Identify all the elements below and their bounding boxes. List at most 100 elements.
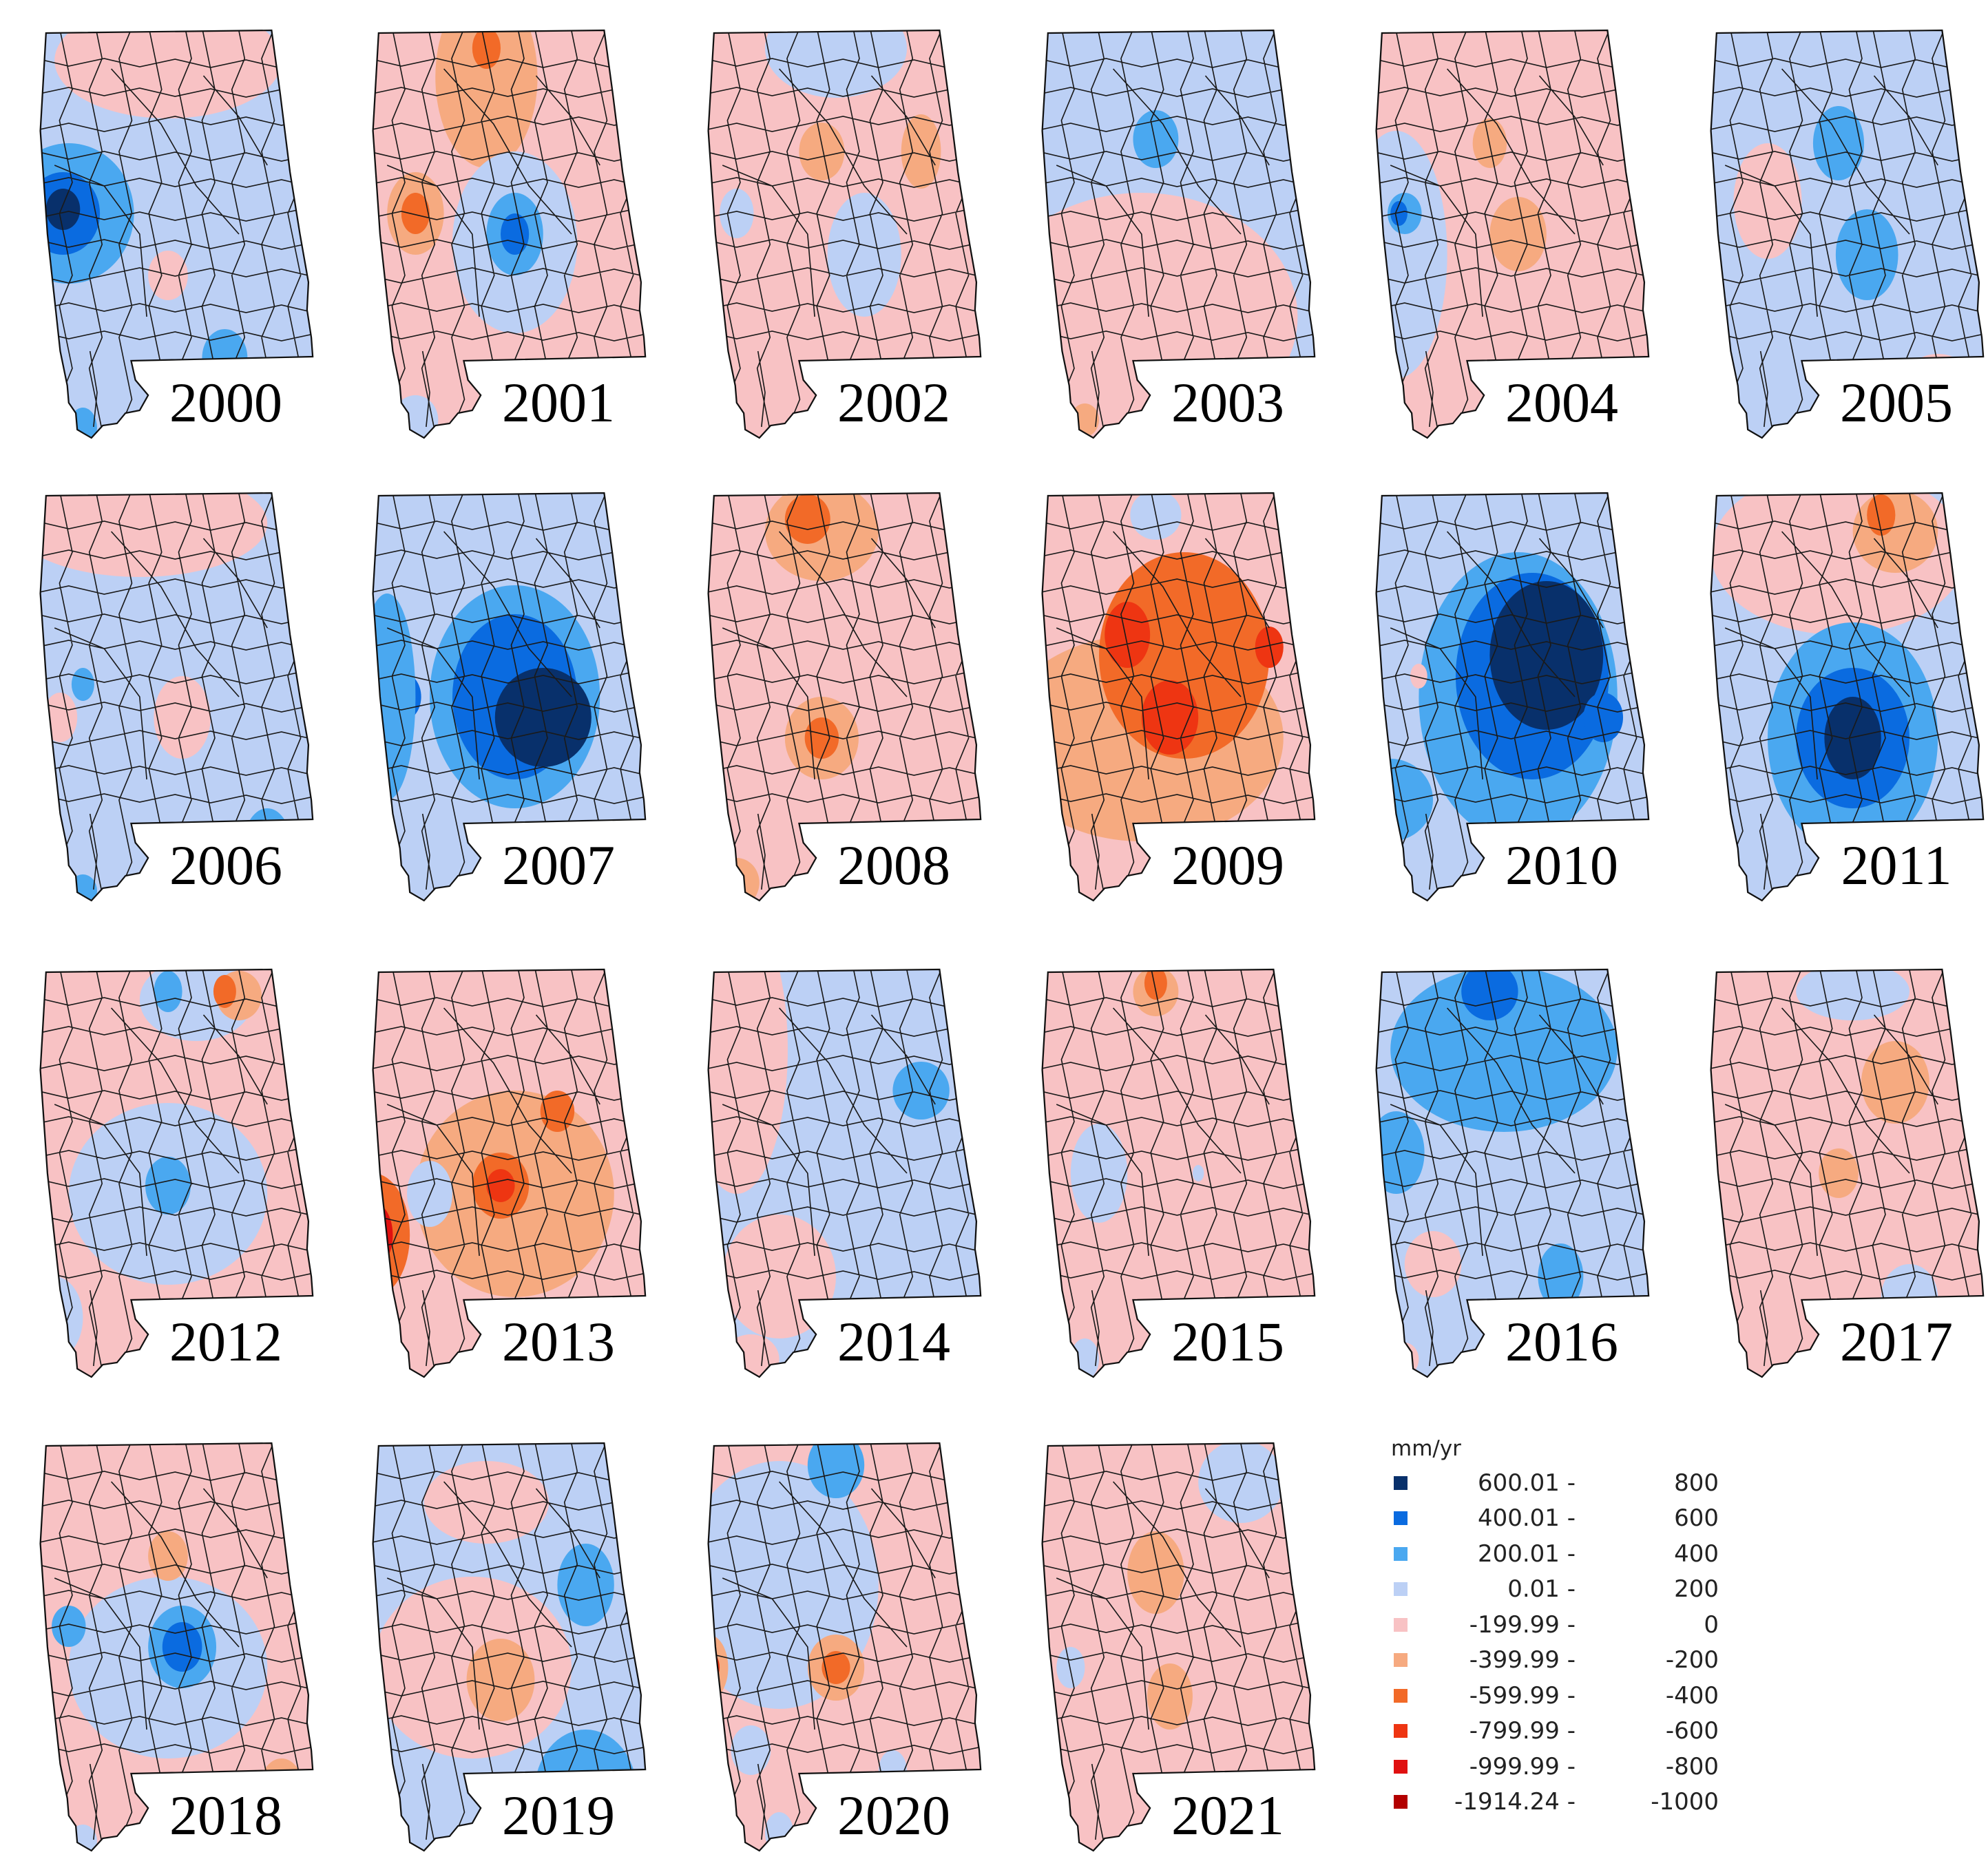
anomaly-zone <box>1144 969 1167 1000</box>
county-lines <box>373 969 646 1370</box>
legend-swatch <box>1394 1759 1408 1774</box>
anomaly-zone <box>1819 1148 1859 1198</box>
county-lines <box>1710 969 1984 1370</box>
legend-swatch <box>1394 1475 1408 1490</box>
anomaly-zone <box>1376 131 1447 379</box>
county-lines <box>708 30 981 431</box>
legend-entry: -999.99 - -800 <box>1391 1749 1818 1785</box>
legend-entry: 600.01 - 800 <box>1391 1465 1818 1501</box>
anomaly-zone <box>1812 106 1865 180</box>
anomaly-zone <box>40 1277 83 1359</box>
year-label: 2006 <box>169 834 282 896</box>
anomaly-zone <box>557 1544 614 1626</box>
map-2011 <box>1710 492 1985 902</box>
anomaly-zone <box>1390 201 1408 226</box>
legend-swatch <box>1394 1617 1408 1632</box>
map-2016 <box>1375 968 1650 1378</box>
anomaly-zone <box>1852 493 1938 573</box>
legend-swatch <box>1394 1724 1408 1738</box>
anomaly-zone <box>68 874 97 901</box>
legend-max: 200 <box>1674 1575 1719 1604</box>
legend-max: 600 <box>1674 1504 1719 1533</box>
county-lines <box>40 30 313 431</box>
county-lines <box>40 969 313 1370</box>
anomaly-zone <box>162 1622 202 1672</box>
map-2007 <box>372 492 647 902</box>
state-outline <box>1041 492 1316 902</box>
year-label: 2000 <box>169 371 282 434</box>
legend-min: 200.01 - <box>1477 1540 1576 1568</box>
year-label: 2020 <box>837 1784 950 1847</box>
anomaly-zone <box>1070 1124 1128 1223</box>
state-outline <box>1710 29 1985 439</box>
anomaly-zone <box>1867 494 1896 536</box>
anomaly-zone <box>731 1725 771 1775</box>
legend-max: 400 <box>1674 1540 1719 1568</box>
state-outline <box>1375 29 1650 439</box>
anomaly-zone <box>423 1461 550 1544</box>
state-outline <box>372 492 647 902</box>
year-label: 2002 <box>837 371 950 434</box>
county-lines <box>1042 969 1315 1370</box>
anomaly-zone <box>1835 209 1898 300</box>
legend-swatch <box>1394 1653 1408 1668</box>
legend-min: -799.99 - <box>1469 1717 1576 1745</box>
county-lines <box>373 493 646 894</box>
anomaly-zone <box>1070 1338 1099 1377</box>
state-outline <box>39 968 314 1378</box>
year-label: 2016 <box>1505 1310 1618 1373</box>
map-2012 <box>39 968 314 1378</box>
county-lines <box>1042 493 1315 894</box>
anomaly-zone <box>720 189 754 238</box>
state-outline <box>39 29 314 439</box>
year-label: 2005 <box>1840 371 1953 434</box>
state-outline <box>1375 968 1650 1378</box>
year-label: 2018 <box>169 1784 282 1847</box>
anomaly-zone <box>68 1825 97 1851</box>
anomaly-zone <box>373 1173 410 1297</box>
anomaly-zone <box>466 1639 535 1721</box>
anomaly-zone <box>901 114 941 189</box>
year-label: 2004 <box>1505 371 1618 434</box>
anomaly-zone <box>827 193 901 317</box>
anomaly-zone <box>1376 759 1433 841</box>
anomaly-zone <box>1099 552 1270 759</box>
anomaly-zone <box>52 1606 86 1647</box>
state-outline <box>1710 492 1985 902</box>
anomaly-zone <box>1056 1647 1085 1688</box>
year-label: 2001 <box>502 371 615 434</box>
legend-max: -400 <box>1665 1681 1719 1710</box>
anomaly-zone <box>784 494 830 544</box>
legend-max: 0 <box>1704 1610 1719 1639</box>
anomaly-zone <box>804 717 839 759</box>
legend-title: mm/yr <box>1391 1436 1461 1461</box>
state-outline <box>707 29 982 439</box>
year-label: 2009 <box>1171 834 1284 896</box>
anomaly-zone <box>1410 664 1427 689</box>
year-label: 2010 <box>1505 834 1618 896</box>
state-outline <box>707 968 982 1378</box>
county-lines <box>373 1443 646 1844</box>
legend-entry: 400.01 - 600 <box>1391 1501 1818 1537</box>
legend-min: 400.01 - <box>1477 1504 1576 1533</box>
anomaly-zone <box>1390 1343 1419 1376</box>
anomaly-zone <box>373 593 416 800</box>
legend-swatch <box>1394 1582 1408 1597</box>
state-outline <box>372 29 647 439</box>
state-outline <box>1041 968 1316 1378</box>
legend-entry: -199.99 - 0 <box>1391 1607 1818 1643</box>
map-2004 <box>1375 29 1650 439</box>
legend-entry: -599.99 - -400 <box>1391 1678 1818 1714</box>
county-lines <box>1376 493 1649 894</box>
legend-max: -800 <box>1665 1752 1719 1780</box>
anomaly-zone <box>154 971 182 1012</box>
year-label: 2014 <box>837 1310 950 1373</box>
county-lines <box>40 1443 313 1844</box>
legend-swatch <box>1394 1511 1408 1526</box>
anomaly-zone <box>1255 627 1284 668</box>
anomaly-zone <box>1404 1231 1462 1297</box>
anomaly-zone <box>1733 143 1802 259</box>
county-lines <box>1710 30 1984 431</box>
anomaly-zone <box>501 213 530 255</box>
state-outline <box>1710 968 1985 1378</box>
